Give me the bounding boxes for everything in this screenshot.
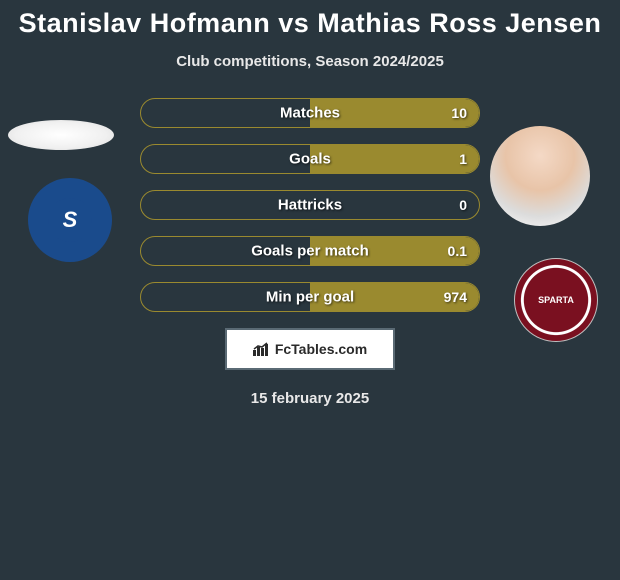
page-title: Stanislav Hofmann vs Mathias Ross Jensen [0,0,620,39]
stat-row: Matches 10 [140,98,480,128]
chart-icon [253,342,271,356]
stat-label: Hattricks [278,197,342,214]
watermark-text: FcTables.com [275,341,367,357]
date-text: 15 february 2025 [0,390,620,407]
stat-row: Goals per match 0.1 [140,236,480,266]
stats-panel: Matches 10 Goals 1 Hattricks 0 Goals per match… [0,98,620,407]
stat-label: Goals [289,151,331,168]
stat-row: Min per goal 974 [140,282,480,312]
watermark-badge: FcTables.com [225,328,395,370]
stat-value-right: 0 [459,197,467,213]
stat-value-right: 0.1 [448,243,467,259]
stat-row: Goals 1 [140,144,480,174]
stat-row: Hattricks 0 [140,190,480,220]
stat-label: Matches [280,105,340,122]
stat-value-right: 1 [459,151,467,167]
stat-value-right: 974 [444,289,467,305]
stat-label: Goals per match [251,243,369,260]
stat-label: Min per goal [266,289,354,306]
stat-fill-right [310,145,479,173]
subtitle: Club competitions, Season 2024/2025 [0,53,620,70]
stat-value-right: 10 [451,105,467,121]
